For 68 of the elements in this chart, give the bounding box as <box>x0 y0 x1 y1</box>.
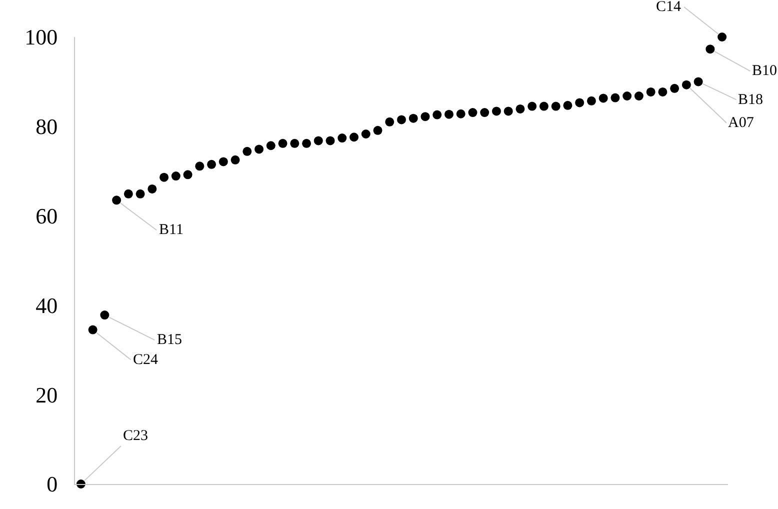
point <box>610 93 620 102</box>
point <box>242 146 252 156</box>
point <box>361 130 370 138</box>
point <box>706 44 715 54</box>
point <box>444 110 454 119</box>
annotation: C23 <box>123 428 148 444</box>
y-tick-label: 40 <box>36 292 58 318</box>
point <box>278 138 288 148</box>
point <box>598 94 608 103</box>
y-tick-label: 20 <box>36 382 58 408</box>
annotation: A07 <box>728 115 754 131</box>
point <box>266 141 276 150</box>
point <box>408 114 418 123</box>
y-tick-label: 60 <box>36 204 58 228</box>
point <box>373 126 382 135</box>
point <box>563 100 572 110</box>
point <box>136 189 145 198</box>
point <box>183 170 192 180</box>
point <box>468 108 478 118</box>
point <box>480 108 490 118</box>
point <box>516 104 525 114</box>
point <box>397 115 406 124</box>
point <box>586 96 596 106</box>
point <box>112 196 122 205</box>
point <box>302 138 312 148</box>
point <box>88 325 98 334</box>
point <box>124 189 133 198</box>
point <box>338 134 347 143</box>
point <box>551 102 560 111</box>
point <box>314 136 323 146</box>
point <box>100 310 110 320</box>
point <box>670 84 680 93</box>
point <box>171 172 180 181</box>
point <box>230 155 240 164</box>
point <box>634 92 644 100</box>
point <box>622 92 632 100</box>
point <box>218 157 228 166</box>
point <box>207 160 216 169</box>
y-tick-label: 0 <box>46 472 58 497</box>
text: B18 <box>738 92 764 108</box>
annotation: B15 <box>157 332 182 348</box>
point <box>646 87 656 96</box>
point <box>160 172 169 182</box>
point <box>432 110 442 120</box>
point <box>682 80 691 90</box>
point <box>492 106 501 116</box>
point <box>694 77 703 86</box>
y-tick-label: 80 <box>36 114 58 140</box>
point <box>420 112 430 122</box>
text: C14 <box>656 0 682 15</box>
point <box>326 136 335 146</box>
point <box>528 102 537 111</box>
point <box>148 184 157 194</box>
point <box>195 162 204 171</box>
annotation: C24 <box>133 352 159 368</box>
text: B10 <box>752 63 778 79</box>
annotation: B11 <box>159 222 184 238</box>
point <box>350 132 359 142</box>
point <box>504 106 513 116</box>
point <box>718 32 727 42</box>
point <box>575 98 584 108</box>
point <box>658 87 668 96</box>
point <box>385 117 394 126</box>
y-tick-label: 100 <box>24 24 58 50</box>
point <box>254 144 264 154</box>
point <box>539 102 548 111</box>
point <box>456 109 466 118</box>
point <box>290 138 300 148</box>
